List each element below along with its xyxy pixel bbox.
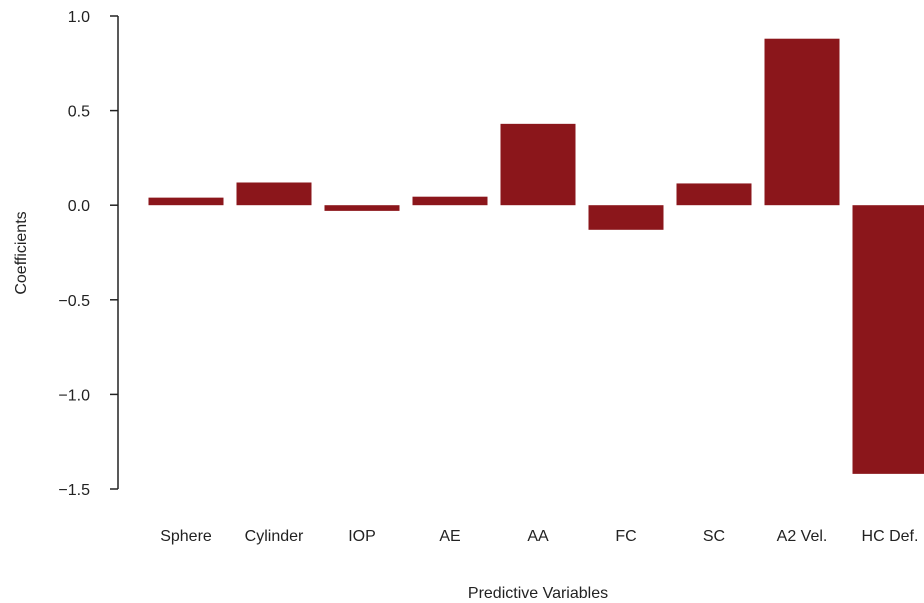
y-axis-title: Coefficients <box>13 211 30 294</box>
x-category-label: Cylinder <box>245 528 304 545</box>
x-category-label: SC <box>703 528 725 545</box>
x-category-label: IOP <box>348 528 376 545</box>
y-axis: 1.0 0.5 0.0 −0.5 −1.0 −1.5 <box>58 9 119 499</box>
y-tick-label: 0.5 <box>68 104 90 121</box>
bar-fc <box>588 205 664 230</box>
x-category-label: AE <box>439 528 460 545</box>
y-tick-label: 1.0 <box>68 9 90 26</box>
y-tick-label: −0.5 <box>58 293 90 310</box>
y-tick-label: −1.5 <box>58 482 90 499</box>
bar-sphere <box>148 197 224 206</box>
x-category-label: A2 Vel. <box>777 528 828 545</box>
bar-iop <box>324 205 400 211</box>
y-tick-label: 0.0 <box>68 198 90 215</box>
bar-ae <box>412 196 488 206</box>
bars <box>148 38 924 474</box>
y-tick-label: −1.0 <box>58 387 90 404</box>
bar-hc-def <box>852 205 924 474</box>
x-axis-title: Predictive Variables <box>468 585 608 602</box>
x-category-label: HC Def. <box>862 528 919 545</box>
x-category-label: Sphere <box>160 528 212 545</box>
x-category-label: FC <box>615 528 636 545</box>
bar-sc <box>676 183 752 206</box>
bar-aa <box>500 123 576 206</box>
bar-cylinder <box>236 182 312 206</box>
bar-a2-vel <box>764 38 840 206</box>
x-axis-labels: Sphere Cylinder IOP AE AA FC SC A2 Vel. HC Def. <box>160 528 918 545</box>
x-category-label: AA <box>527 528 549 545</box>
